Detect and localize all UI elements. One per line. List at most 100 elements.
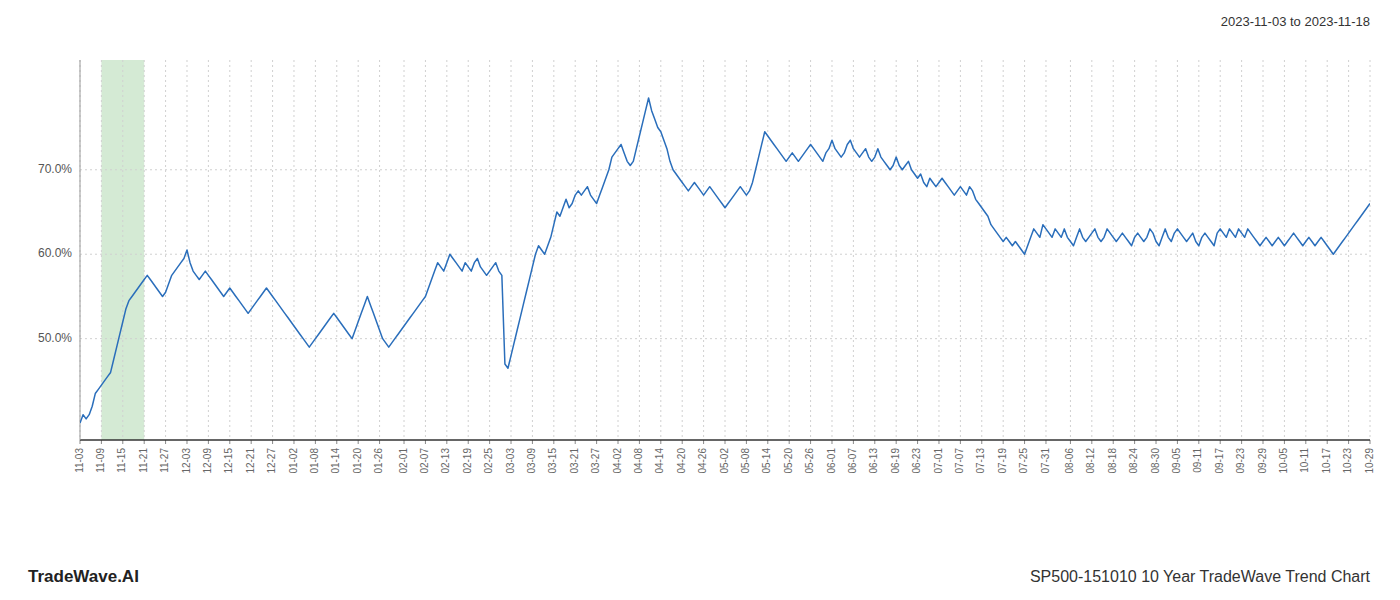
x-grid-line [810,60,811,440]
x-tick-label: 03-21 [569,448,580,474]
x-grid-line [1327,60,1328,440]
x-grid-line [1003,60,1004,440]
x-grid-line [144,60,145,440]
x-grid-line [575,60,576,440]
chart-container: 50.0%60.0%70.0%11-0311-0911-1511-2111-27… [0,0,1400,600]
x-tick-label: 08-24 [1128,448,1139,474]
x-grid-line [379,60,380,440]
x-tick-label: 12-03 [181,448,192,474]
x-grid-line [1134,60,1135,440]
x-tick-label: 06-07 [847,448,858,474]
x-grid-line [165,60,166,440]
x-tick-label: 07-25 [1018,448,1029,474]
x-tick-label: 02-07 [419,448,430,474]
x-grid-line [1370,60,1371,440]
x-tick-label: 09-29 [1257,448,1268,474]
x-tick-label: 05-20 [783,448,794,474]
x-grid-line [315,60,316,440]
x-tick-label: 02-19 [462,448,473,474]
x-grid-line [853,60,854,440]
x-tick-label: 02-13 [440,448,451,474]
x-grid-line [1113,60,1114,440]
chart-svg: 50.0%60.0%70.0%11-0311-0911-1511-2111-27… [0,0,1400,600]
x-grid-line [1198,60,1199,440]
x-grid-line [960,60,961,440]
x-tick-label: 12-27 [266,448,277,474]
x-grid-line [1045,60,1046,440]
x-grid-line [682,60,683,440]
x-tick-label: 07-13 [975,448,986,474]
x-grid-line [917,60,918,440]
y-axis-line [80,60,81,440]
x-tick-label: 04-14 [654,448,665,474]
x-tick-label: 05-02 [719,448,730,474]
x-tick-label: 03-09 [526,448,537,474]
x-tick-label: 05-14 [761,448,772,474]
x-tick-label: 08-12 [1085,448,1096,474]
x-grid-line [208,60,209,440]
x-grid-line [1348,60,1349,440]
x-grid-line [489,60,490,440]
x-grid-line [293,60,294,440]
x-tick-label: 02-01 [398,448,409,474]
x-tick-label: 12-09 [202,448,213,474]
x-tick-label: 01-14 [330,448,341,474]
x-grid-line [896,60,897,440]
x-tick-label: 06-01 [826,448,837,474]
watermark: TradeWave.AI [28,567,139,586]
x-grid-line [1091,60,1092,440]
x-grid-line [767,60,768,440]
y-tick-label: 70.0% [38,162,72,176]
x-tick-label: 09-23 [1235,448,1246,474]
x-grid-line [425,60,426,440]
x-tick-label: 10-29 [1364,448,1375,474]
x-tick-label: 10-05 [1278,448,1289,474]
x-tick-label: 10-23 [1342,448,1353,474]
x-grid-line [446,60,447,440]
x-axis-line [80,439,1370,441]
x-grid-line [1220,60,1221,440]
x-tick-label: 11-21 [138,448,149,473]
x-tick-label: 11-03 [74,448,85,473]
x-tick-label: 03-15 [547,448,558,474]
x-tick-label: 08-06 [1064,448,1075,474]
x-grid-line [874,60,875,440]
x-tick-label: 01-08 [309,448,320,474]
x-tick-label: 06-19 [890,448,901,474]
x-grid-line [251,60,252,440]
x-tick-label: 11-27 [159,448,170,473]
x-tick-label: 04-20 [676,448,687,474]
subtitle: 2023-11-03 to 2023-11-18 [1221,14,1370,29]
x-tick-label: 01-20 [352,448,363,474]
x-grid-line [468,60,469,440]
x-grid-line [80,60,81,440]
x-tick-label: 03-03 [505,448,516,474]
x-tick-label: 01-02 [288,448,299,474]
x-tick-label: 05-26 [804,448,815,474]
x-tick-label: 05-08 [740,448,751,474]
x-tick-label: 04-26 [697,448,708,474]
x-grid-line [336,60,337,440]
x-tick-label: 02-25 [483,448,494,474]
x-grid-line [358,60,359,440]
x-grid-line [831,60,832,440]
y-grid-line [80,338,1370,339]
x-tick-label: 06-13 [868,448,879,474]
x-tick-label: 12-21 [245,448,256,474]
x-grid-line [404,60,405,440]
x-grid-line [1241,60,1242,440]
y-tick-label: 50.0% [38,331,72,345]
x-tick-label: 11-09 [95,448,106,473]
x-grid-line [1263,60,1264,440]
x-tick-label: 11-15 [116,448,127,473]
x-tick-label: 08-18 [1107,448,1118,474]
x-grid-line [938,60,939,440]
data-group [80,98,1370,423]
x-grid-line [532,60,533,440]
title: SP500-151010 10 Year TradeWave Trend Cha… [1030,568,1371,585]
x-grid-line [229,60,230,440]
highlight-band [101,60,144,440]
x-tick-label: 10-17 [1321,448,1332,474]
x-grid-line [1070,60,1071,440]
x-tick-label: 09-05 [1171,448,1182,474]
